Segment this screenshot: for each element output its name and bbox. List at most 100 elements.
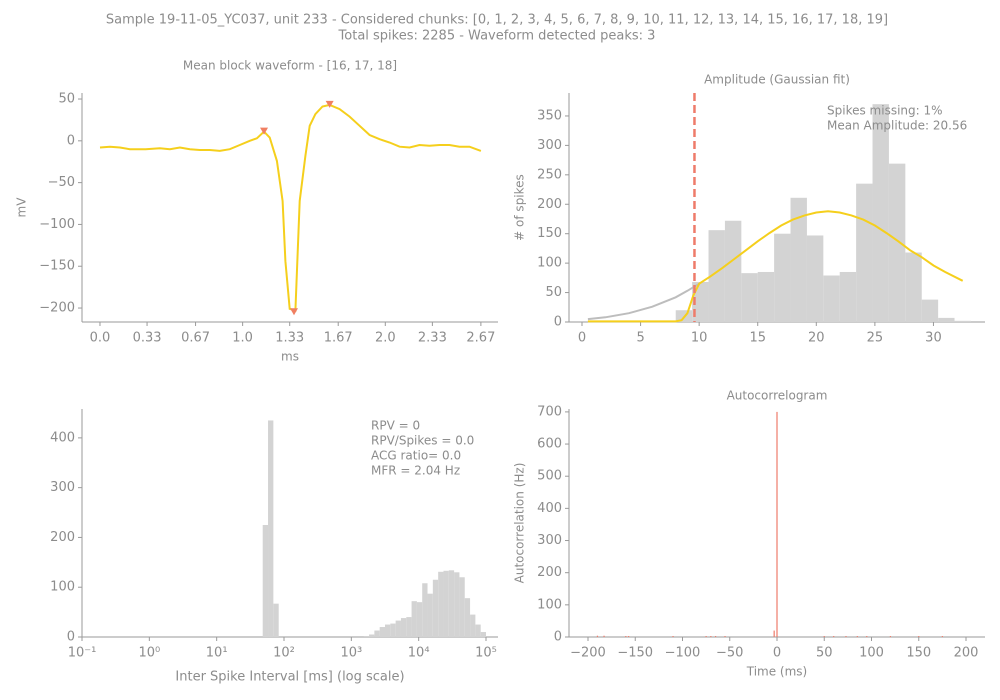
acg-bar	[918, 636, 920, 637]
x-tick-label: 10²	[273, 646, 295, 661]
x-tick-label: 50	[816, 646, 833, 661]
x-tick-label: 200	[954, 646, 979, 661]
histogram-bar	[422, 583, 428, 637]
y-tick-label: 50	[545, 285, 562, 300]
chart-title: Mean block waveform - [16, 17, 18]	[183, 59, 397, 73]
histogram-bar	[273, 603, 279, 637]
histogram-bar	[888, 163, 906, 322]
x-tick-label: 0	[773, 646, 781, 661]
x-tick-label: 100	[859, 646, 884, 661]
histogram-bar	[790, 197, 807, 322]
y-tick-label: 700	[537, 404, 562, 419]
peak-marker	[289, 308, 298, 316]
acg-bar	[710, 636, 712, 637]
x-tick-label: 0.0	[90, 331, 111, 346]
histogram-bar	[774, 233, 791, 322]
y-tick-label: 300	[537, 533, 562, 548]
chart-title: Amplitude (Gaussian fit)	[704, 73, 850, 87]
histogram-bar	[480, 632, 487, 637]
y-tick-label: 500	[537, 469, 562, 484]
y-tick-label: 100	[50, 580, 75, 595]
y-tick-label: −150	[39, 259, 75, 274]
y-tick-label: 0	[554, 630, 562, 645]
histogram-bar	[379, 627, 386, 637]
y-tick-label: 0	[67, 630, 75, 645]
x-tick-label: 10³	[340, 646, 362, 661]
y-tick-label: 100	[537, 597, 562, 612]
x-tick-label: 5	[636, 331, 644, 346]
x-axis-label: Inter Spike Interval [ms] (log scale)	[175, 670, 404, 685]
histogram-bar	[432, 579, 439, 637]
x-tick-label: 25	[867, 331, 884, 346]
histogram-bar	[806, 235, 824, 322]
histogram-bar	[395, 620, 401, 637]
annotation: RPV = 0	[371, 419, 420, 433]
acg-bar	[773, 630, 775, 637]
acg-bar	[856, 636, 858, 637]
acg-bar	[833, 636, 835, 637]
y-tick-label: 200	[537, 565, 562, 580]
histogram-bar	[872, 104, 889, 322]
x-tick-label: 20	[808, 331, 825, 346]
y-tick-label: 400	[50, 430, 75, 445]
annotation: Mean Amplitude: 20.56	[827, 119, 967, 133]
histogram-bar	[411, 601, 417, 637]
histogram-bar	[454, 572, 460, 637]
peak-marker	[325, 100, 334, 108]
x-tick-label: 2.67	[466, 331, 495, 346]
x-tick-label: 1.67	[324, 331, 353, 346]
fit-line	[587, 210, 964, 323]
x-tick-label: 0.67	[181, 331, 210, 346]
x-tick-label: −100	[665, 646, 701, 661]
x-tick-label: 0	[578, 331, 586, 346]
histogram-bar	[268, 420, 274, 637]
y-axis-label: mV	[15, 197, 29, 218]
acg-bar	[866, 636, 868, 637]
y-tick-label: 0	[67, 133, 75, 148]
x-tick-label: 1.0	[232, 331, 253, 346]
y-axis-label: # of spikes	[513, 174, 527, 241]
histogram-bar	[954, 320, 971, 322]
acg-bar	[845, 636, 847, 637]
annotation: RPV/Spikes = 0.0	[371, 434, 474, 448]
fit-line	[587, 282, 700, 321]
acg-bar	[714, 636, 717, 637]
acg-bar	[603, 635, 605, 637]
histogram-bar	[724, 220, 742, 322]
figure-title: Sample 19-11-05_YC037, unit 233 - Consid…	[106, 13, 888, 28]
waveform-line	[99, 103, 482, 312]
y-tick-label: 200	[50, 530, 75, 545]
x-tick-label: 2.33	[418, 331, 447, 346]
acg-bar	[628, 636, 630, 637]
y-tick-label: 50	[58, 92, 75, 107]
histogram-bar	[416, 602, 423, 637]
y-tick-label: −200	[39, 301, 75, 316]
histogram-bar	[390, 623, 396, 637]
x-tick-label: 30	[925, 331, 942, 346]
histogram-bar	[400, 618, 407, 637]
x-tick-label: −50	[716, 646, 743, 661]
y-tick-label: −100	[39, 217, 75, 232]
histogram-bar	[708, 230, 725, 322]
y-tick-label: 0	[554, 315, 562, 330]
acg-bar	[823, 636, 825, 637]
histogram-bar	[692, 281, 709, 322]
histogram-bar	[262, 524, 269, 637]
histogram-bar	[448, 570, 455, 637]
annotation: ACG ratio= 0.0	[371, 449, 461, 463]
x-tick-label: 10	[691, 331, 708, 346]
histogram-bar	[459, 577, 465, 637]
acg-bar	[672, 636, 674, 637]
histogram-bar	[363, 636, 370, 637]
histogram-bar	[464, 598, 471, 637]
x-tick-label: 10⁰	[138, 646, 160, 661]
x-tick-label: 15	[749, 331, 766, 346]
y-tick-label: 600	[537, 437, 562, 452]
histogram-bar	[757, 271, 775, 322]
histogram-bar	[856, 183, 873, 322]
y-axis-label: Autocorrelation (Hz)	[513, 463, 527, 584]
histogram-bar	[385, 624, 391, 637]
y-tick-label: 150	[537, 226, 562, 241]
x-tick-label: 10⁵	[475, 646, 497, 661]
